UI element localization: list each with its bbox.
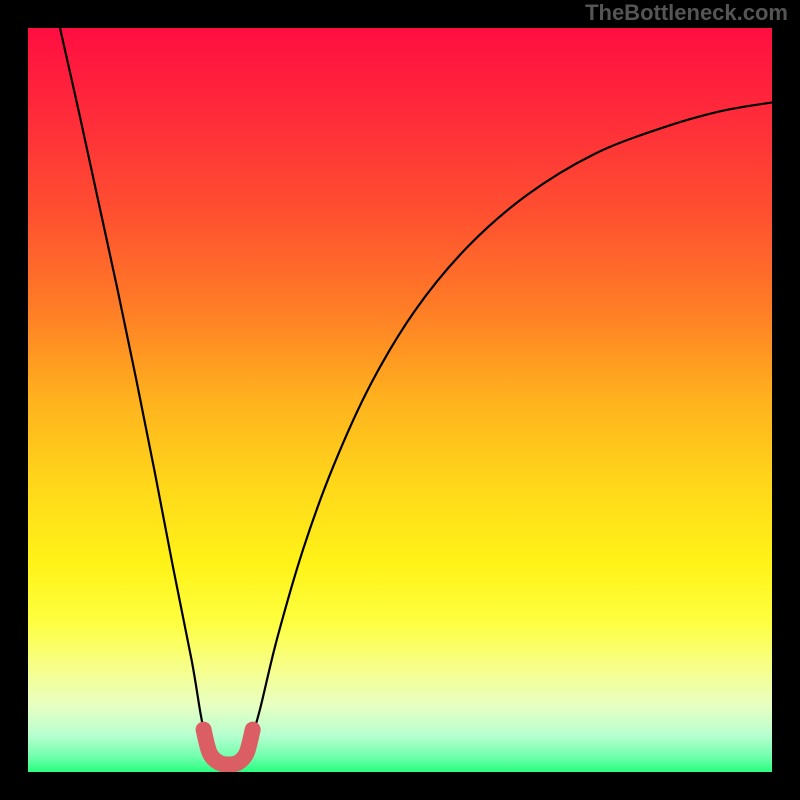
chart-frame [0,0,800,800]
chart-svg [0,0,800,800]
watermark-text: TheBottleneck.com [585,0,788,26]
